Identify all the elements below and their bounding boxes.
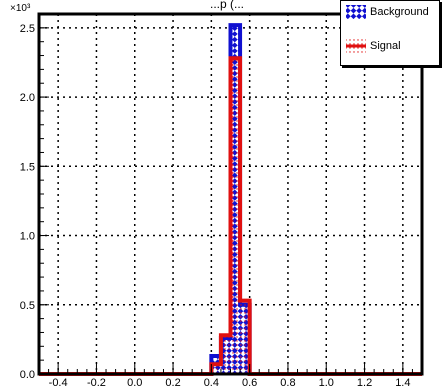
- signal-swatch-icon: [346, 39, 366, 53]
- y-axis-exponent: ×10³: [10, 3, 31, 14]
- axis-ticks: -0.4 -0.2 0.0 0.2 0.4 0.6 0.8 1.0 1.2 1.4 0.0 0.5 1.…: [20, 13, 423, 389]
- x-tick-label: 1.4: [395, 377, 410, 389]
- x-tick-label: 1.2: [357, 377, 372, 389]
- x-tick-label: 1.0: [319, 377, 334, 389]
- histogram-bars: [39, 23, 422, 376]
- legend-label-signal: Signal: [370, 40, 401, 52]
- x-tick-label: 0.8: [280, 377, 295, 389]
- signal-bar: [211, 364, 221, 374]
- chart-title: ...p (...: [210, 0, 244, 11]
- signal-bar: [240, 300, 250, 374]
- y-tick-label: 0.0: [20, 369, 35, 381]
- x-tick-label: -0.4: [49, 377, 68, 389]
- x-tick-label: -0.2: [87, 377, 106, 389]
- y-tick-label: 1.5: [20, 161, 35, 173]
- y-tick-label: 2.5: [20, 23, 35, 35]
- x-tick-label: 0.2: [165, 377, 180, 389]
- legend-item-background: Background: [345, 4, 429, 20]
- y-tick-label: 0.5: [20, 300, 35, 312]
- signal-bar: [230, 58, 241, 375]
- y-tick-label: 2.0: [20, 92, 35, 104]
- x-tick-label: 0.6: [242, 377, 257, 389]
- signal-bar: [220, 335, 231, 374]
- legend: Background Signal: [340, 0, 440, 66]
- background-swatch-icon: [346, 5, 366, 19]
- x-tick-label: 0.4: [204, 377, 219, 389]
- x-tick-label: 0.0: [127, 377, 142, 389]
- legend-label-background: Background: [370, 6, 429, 18]
- legend-item-signal: Signal: [345, 38, 401, 54]
- y-tick-label: 1.0: [20, 231, 35, 243]
